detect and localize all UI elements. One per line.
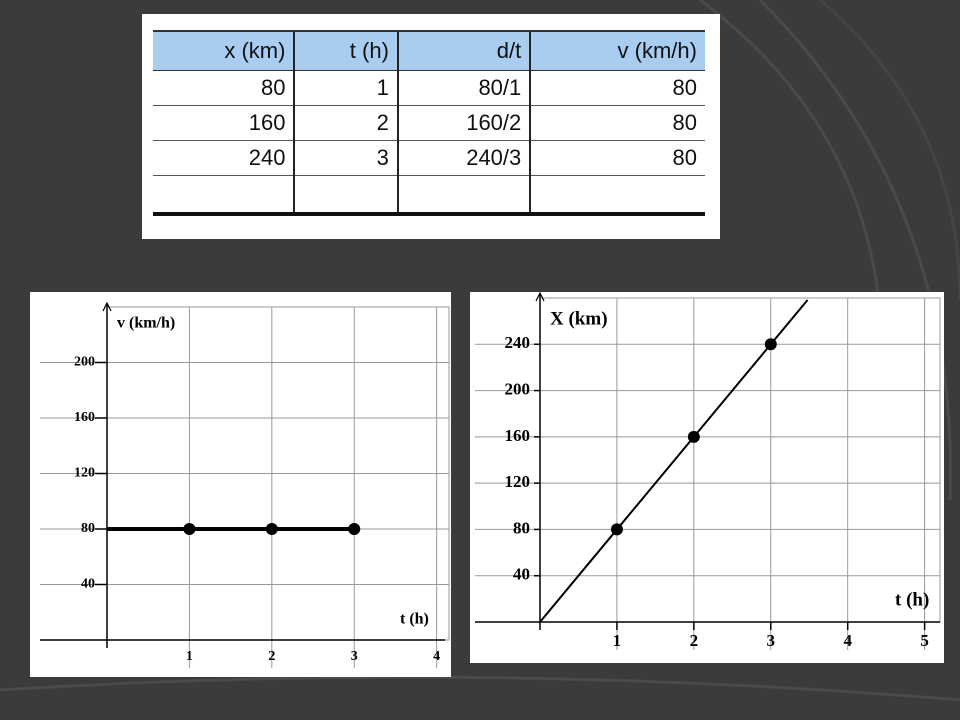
x-axis-label: t (h) bbox=[895, 589, 929, 610]
cell: 160 bbox=[153, 105, 295, 141]
cell: 240 bbox=[153, 140, 295, 176]
cell: 2 bbox=[293, 105, 398, 141]
table-row: 160 2 160/2 80 bbox=[153, 105, 705, 141]
x-tick-label: 1 bbox=[186, 649, 193, 664]
data-point bbox=[265, 523, 278, 535]
cell bbox=[396, 175, 531, 216]
cell: 160/2 bbox=[396, 105, 531, 141]
x-axis-label: t (h) bbox=[400, 611, 429, 628]
y-tick-label: 40 bbox=[81, 577, 95, 592]
x-tick-label: 2 bbox=[268, 649, 275, 664]
empty-row bbox=[153, 175, 705, 216]
header-cell: v (km/h) bbox=[529, 30, 705, 71]
y-tick-label: 120 bbox=[505, 472, 531, 491]
axis-arrow bbox=[102, 301, 112, 312]
header-row: x (km) t (h) d/t v (km/h) bbox=[153, 30, 705, 71]
data-point bbox=[687, 430, 700, 443]
x-tick-label: 1 bbox=[613, 631, 622, 650]
cell: 80 bbox=[529, 70, 705, 106]
x-tick-label: 5 bbox=[920, 631, 929, 650]
data-point bbox=[348, 523, 361, 535]
table-panel: x (km) t (h) d/t v (km/h) 80 1 80/1 80 160 2 1… bbox=[142, 14, 720, 239]
y-tick-label: 200 bbox=[505, 379, 531, 398]
y-axis-label: X (km) bbox=[550, 308, 608, 329]
cell: 240/3 bbox=[396, 140, 531, 176]
axis-arrow bbox=[535, 291, 545, 302]
chart-panel bbox=[470, 292, 944, 663]
y-axis-label: v (km/h) bbox=[117, 315, 175, 332]
cell: 80 bbox=[529, 140, 705, 176]
y-tick-label: 160 bbox=[505, 426, 531, 445]
y-tick-label: 80 bbox=[513, 518, 530, 537]
data-point bbox=[764, 338, 777, 351]
y-tick-label: 200 bbox=[74, 355, 95, 370]
y-tick-label: 240 bbox=[505, 333, 531, 352]
header-cell: d/t bbox=[396, 30, 531, 71]
y-tick-label: 80 bbox=[81, 521, 95, 536]
cell bbox=[529, 175, 705, 216]
cell: 3 bbox=[293, 140, 398, 176]
cell bbox=[153, 175, 295, 216]
data-point bbox=[610, 523, 623, 536]
x-tick-label: 3 bbox=[351, 649, 358, 664]
header-cell: t (h) bbox=[293, 30, 398, 71]
header-cell: x (km) bbox=[153, 30, 295, 71]
y-tick-label: 160 bbox=[74, 410, 95, 425]
x-tick-label: 4 bbox=[433, 649, 440, 664]
cell: 80/1 bbox=[396, 70, 531, 106]
x-tick-label: 4 bbox=[843, 631, 852, 650]
chart-panel bbox=[30, 292, 451, 677]
cell bbox=[293, 175, 398, 216]
table-row: 80 1 80/1 80 bbox=[153, 70, 705, 106]
y-tick-label: 40 bbox=[513, 565, 530, 584]
line-extension bbox=[770, 299, 809, 345]
data-table: x (km) t (h) d/t v (km/h) 80 1 80/1 80 160 2 1… bbox=[153, 30, 705, 216]
x-tick-label: 3 bbox=[767, 631, 776, 650]
data-line bbox=[539, 343, 772, 623]
table-row: 240 3 240/3 80 bbox=[153, 140, 705, 176]
x-tick-label: 2 bbox=[690, 631, 699, 650]
data-point bbox=[183, 523, 196, 535]
cell: 1 bbox=[293, 70, 398, 106]
cell: 80 bbox=[153, 70, 295, 106]
cell: 80 bbox=[529, 105, 705, 141]
y-tick-label: 120 bbox=[74, 466, 95, 481]
